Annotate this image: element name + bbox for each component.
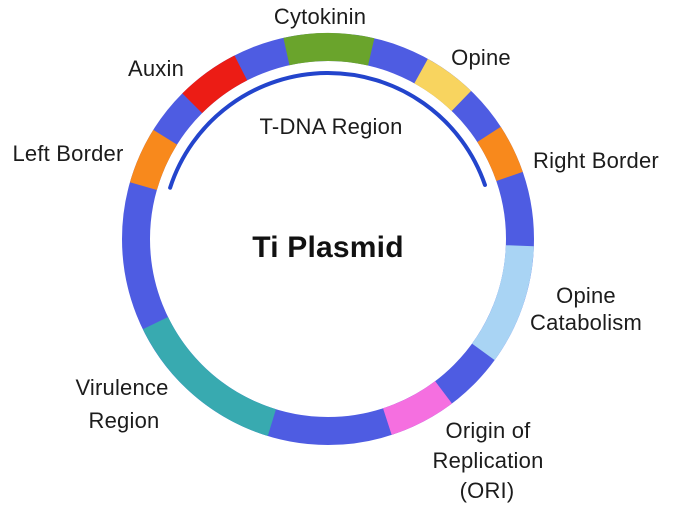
label-virulence-line2: Region	[88, 407, 160, 433]
segment-ori	[383, 381, 452, 435]
segment-cytokinin	[283, 32, 375, 66]
segment-left-border	[129, 129, 178, 190]
label-ori-line2: Replication	[432, 447, 544, 473]
segment-auxin	[182, 55, 248, 114]
label-right-border: Right Border	[533, 147, 659, 173]
label-opine-catabolism-line2: Catabolism	[529, 309, 643, 335]
label-opine-catabolism-line1: Opine	[556, 282, 616, 308]
label-left-border: Left Border	[12, 140, 124, 166]
segment-right-border	[477, 126, 523, 182]
label-ori-line3: (ORI)	[459, 477, 515, 503]
label-plasmid-title: Ti Plasmid	[252, 231, 404, 264]
segment-opine-catabolism	[472, 245, 534, 361]
label-opine: Opine	[451, 44, 511, 70]
label-auxin: Auxin	[127, 55, 185, 81]
tdna-region-arc	[168, 71, 487, 190]
segment-opine	[414, 58, 472, 111]
label-tdna-region: T-DNA Region	[259, 113, 403, 139]
label-ori-line1: Origin of	[445, 417, 531, 443]
segment-virulence-region	[142, 317, 276, 436]
label-virulence-line1: Virulence	[75, 374, 169, 400]
label-cytokinin: Cytokinin	[273, 3, 367, 29]
